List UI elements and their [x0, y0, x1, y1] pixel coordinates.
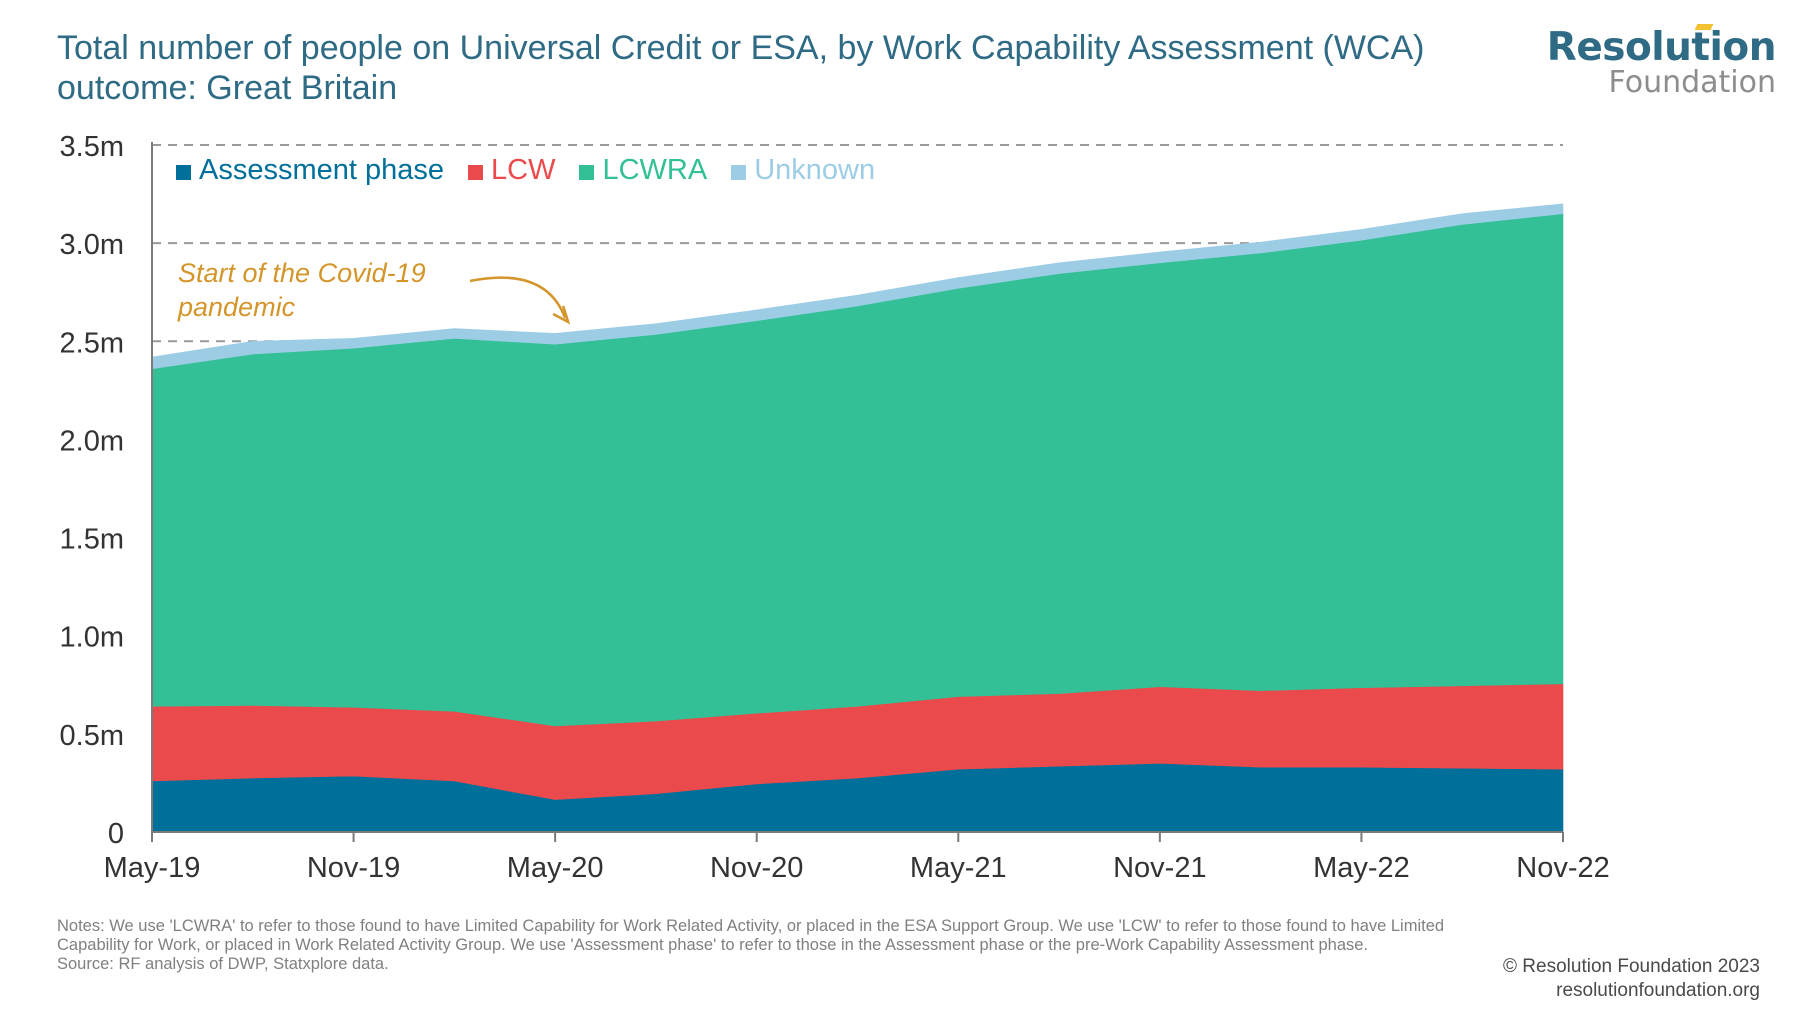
- annotation-arrow-head: [552, 305, 571, 325]
- legend-item-lcw: LCW: [468, 154, 555, 187]
- legend-item-unknown: Unknown: [731, 154, 875, 187]
- y-tick-label: 3.0m: [60, 229, 124, 261]
- notes-text: Notes: We use 'LCWRA' to refer to those …: [57, 917, 1445, 954]
- x-tick-label: May-20: [507, 852, 604, 884]
- covid-annotation: Start of the Covid-19 pandemic: [178, 258, 426, 322]
- y-tick-label: 2.0m: [60, 425, 124, 457]
- legend-swatch: [579, 165, 595, 180]
- area-series: [151, 203, 1564, 833]
- annotation-arrow: [469, 276, 571, 325]
- copyright-block: © Resolution Foundation 2023 resolutionf…: [1503, 955, 1760, 1003]
- logo-line1: Resolution: [1546, 25, 1777, 70]
- x-tick-label: Nov-19: [307, 852, 401, 884]
- x-tick-label: May-19: [104, 852, 201, 884]
- y-tick-label: 1.5m: [60, 524, 124, 556]
- y-tick-label: 2.5m: [60, 327, 124, 359]
- y-tick-label: 0.5m: [60, 720, 124, 752]
- copyright-text: © Resolution Foundation 2023: [1503, 956, 1760, 977]
- x-tick-label: Nov-20: [710, 852, 804, 884]
- x-tick-label: Nov-21: [1113, 852, 1207, 884]
- legend-swatch: [176, 165, 191, 180]
- x-axis-tick-labels: May-19 Nov-19 May-20 Nov-20 May-21 Nov-21 May-…: [104, 832, 1610, 884]
- legend-item-assessment-phase: Assessment phase: [176, 154, 444, 187]
- resolution-foundation-logo: Resolution Foundation: [1546, 24, 1777, 100]
- x-tick-label: May-21: [910, 852, 1007, 884]
- y-tick-label: 0: [108, 818, 124, 850]
- annotation-arrow-line: [469, 276, 567, 319]
- legend-swatch: [468, 165, 484, 180]
- chart-legend: Assessment phase LCW LCWRA Unknown: [176, 154, 899, 187]
- logo-line2: Foundation: [1608, 65, 1776, 100]
- area-unknown: [151, 203, 1564, 370]
- y-tick-label: 1.0m: [60, 622, 124, 654]
- chart-notes: Notes: We use 'LCWRA' to refer to those …: [57, 917, 1477, 974]
- legend-label: LCW: [491, 154, 556, 186]
- legend-label: Assessment phase: [199, 154, 445, 186]
- legend-label: Unknown: [754, 154, 876, 186]
- y-tick-label: 3.5m: [60, 131, 124, 163]
- x-tick-label: Nov-22: [1516, 852, 1610, 884]
- y-axis-tick-labels: 0 0.5m 1.0m 1.5m 2.0m 2.5m 3.0m 3.5m: [60, 131, 124, 850]
- legend-label: LCWRA: [602, 154, 708, 186]
- legend-swatch: [731, 165, 747, 180]
- legend-item-lcwra: LCWRA: [579, 154, 707, 187]
- chart-title: Total number of people on Universal Cred…: [57, 29, 1425, 107]
- axes: [151, 142, 1563, 833]
- source-text: Source: RF analysis of DWP, Statxplore d…: [57, 955, 389, 973]
- website-text: resolutionfoundation.org: [1556, 980, 1760, 1001]
- x-tick-label: May-22: [1313, 852, 1410, 884]
